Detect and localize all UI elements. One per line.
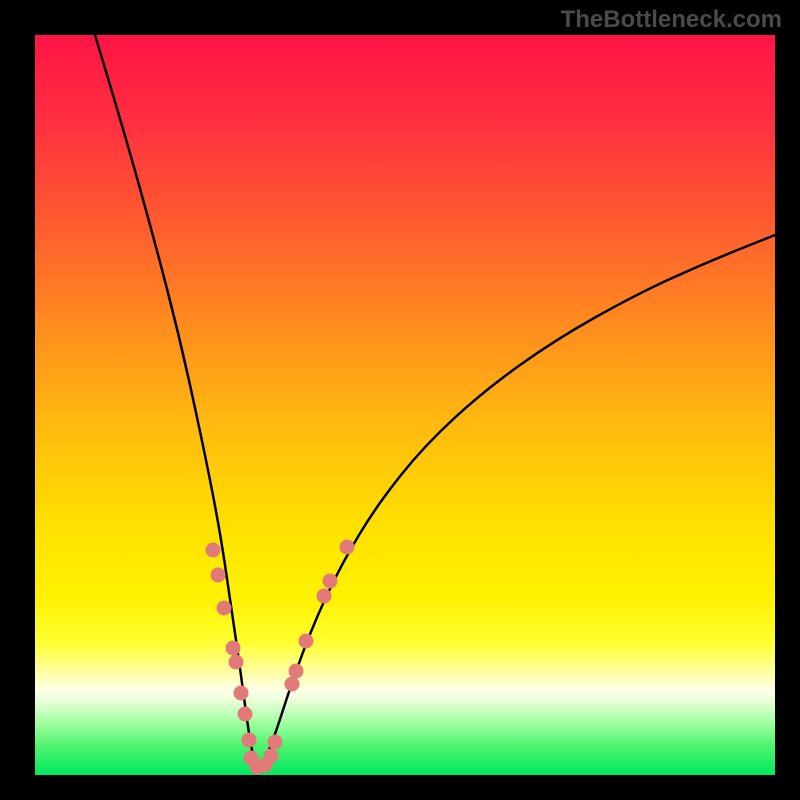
data-point-dot xyxy=(299,634,314,649)
data-point-dot xyxy=(206,543,221,558)
chart-container: TheBottleneck.com xyxy=(0,0,800,800)
data-point-dot xyxy=(211,568,226,583)
data-point-dot xyxy=(229,655,244,670)
data-point-dot xyxy=(340,540,355,555)
plot-area xyxy=(35,35,775,775)
data-point-dot xyxy=(238,707,253,722)
watermark-text: TheBottleneck.com xyxy=(561,6,782,34)
data-point-dot xyxy=(317,589,332,604)
chart-svg xyxy=(35,35,775,775)
gradient-background xyxy=(35,35,775,775)
data-point-dot xyxy=(234,686,249,701)
data-point-dot xyxy=(289,664,304,679)
data-point-dot xyxy=(226,641,241,656)
data-point-dot xyxy=(264,749,279,764)
data-point-dot xyxy=(323,574,338,589)
data-point-dot xyxy=(217,601,232,616)
data-point-dot xyxy=(268,735,283,750)
data-point-dot xyxy=(285,677,300,692)
data-point-dot xyxy=(242,733,257,748)
